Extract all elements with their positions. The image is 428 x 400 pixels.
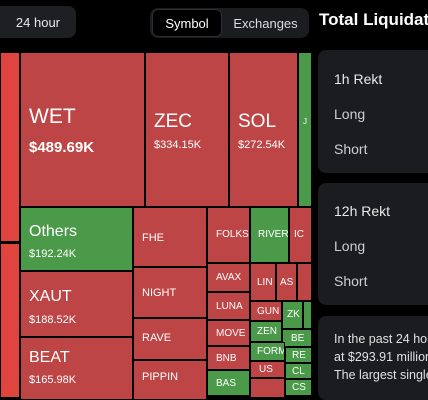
tile-symbol: FHE bbox=[142, 232, 164, 244]
time-range-label: 24 hour bbox=[15, 14, 60, 30]
tile-as[interactable]: AS bbox=[276, 263, 297, 301]
tile-cs[interactable]: CS bbox=[285, 379, 312, 396]
tile-unlabeled-left[interactable] bbox=[0, 52, 20, 242]
tile-folks[interactable]: FOLKS bbox=[207, 207, 250, 263]
tile-amount: $188.52K bbox=[29, 314, 77, 326]
tile-symbol: XAUT bbox=[29, 288, 72, 305]
tile-form[interactable]: FORM bbox=[250, 342, 285, 361]
tile-symbol: J bbox=[303, 117, 307, 126]
tile-symbol: SOL bbox=[238, 111, 277, 132]
tile-rave[interactable]: RAVE bbox=[133, 318, 207, 360]
tile-amount: $192.24K bbox=[29, 248, 77, 260]
tile-symbol: BEAT bbox=[29, 349, 70, 366]
tile-luna[interactable]: LUNA bbox=[207, 292, 250, 320]
tile-symbol: ZEN bbox=[257, 326, 277, 337]
tile-ic[interactable]: IC bbox=[289, 207, 312, 263]
tile-symbol: RE bbox=[292, 350, 306, 361]
tile-symbol: LUNA bbox=[216, 301, 243, 312]
tile-zec[interactable]: ZEC $334.15K bbox=[145, 52, 229, 207]
tile-symbol: ZEC bbox=[154, 111, 192, 132]
tile-symbol: FORM bbox=[257, 346, 285, 357]
tile-symbol: CL bbox=[292, 366, 305, 377]
summary-line-1: In the past 24 hou bbox=[334, 332, 428, 346]
tile-others[interactable]: Others $192.24K bbox=[20, 207, 133, 271]
tile-symbol: MOVE bbox=[216, 328, 246, 339]
tile-zen[interactable]: ZEN bbox=[250, 321, 282, 342]
tile-symbol: ZK bbox=[287, 309, 300, 320]
tile-amount: $334.15K bbox=[154, 139, 202, 151]
view-toggle: Symbol Exchanges bbox=[150, 8, 309, 38]
tile-symbol: AVAX bbox=[216, 272, 242, 283]
tile-symbol: PIPPIN bbox=[142, 371, 179, 383]
tile-symbol: CS bbox=[292, 382, 306, 393]
tile-symbol: NIGHT bbox=[142, 287, 177, 299]
row-short: Short bbox=[334, 273, 368, 289]
tile-amount: $272.54K bbox=[238, 139, 286, 151]
tile-beat[interactable]: BEAT $165.98K bbox=[20, 337, 133, 400]
summary-card: In the past 24 hou at $293.91 million Th… bbox=[318, 316, 428, 400]
tile-j[interactable]: J bbox=[298, 52, 312, 207]
summary-line-3: The largest single bbox=[334, 368, 428, 382]
tile-move[interactable]: MOVE bbox=[207, 320, 250, 346]
summary-line-2: at $293.91 million bbox=[334, 350, 428, 364]
tile-symbol: BAS bbox=[216, 378, 237, 389]
tab-symbol[interactable]: Symbol bbox=[152, 9, 222, 37]
tile-symbol: RIVER bbox=[258, 229, 289, 240]
tile-bas[interactable]: BAS bbox=[207, 370, 250, 396]
tile-re[interactable]: RE bbox=[285, 347, 312, 363]
time-range-selector[interactable]: 24 hour bbox=[0, 6, 76, 38]
card-title: 1h Rekt bbox=[334, 71, 383, 87]
tile-zk[interactable]: ZK bbox=[282, 301, 303, 329]
tile-symbol: AS bbox=[280, 277, 294, 288]
tile-symbol: BE bbox=[291, 333, 305, 344]
tile-symbol: BNB bbox=[216, 353, 237, 364]
tile-unlabeled-left-lower[interactable] bbox=[0, 243, 20, 398]
tile-symbol: FOLKS bbox=[216, 229, 249, 240]
card-1h-rekt: 1h Rekt Long Short bbox=[318, 50, 428, 173]
card-title: 12h Rekt bbox=[334, 203, 391, 219]
tile-amount: $165.98K bbox=[29, 374, 77, 386]
tile-unlabeled-bottom[interactable] bbox=[250, 378, 285, 398]
tile-symbol: LIN bbox=[257, 277, 273, 288]
tile-lin[interactable]: LIN bbox=[250, 263, 276, 301]
tile-symbol: RAVE bbox=[142, 332, 172, 344]
tile-amount: $489.69K bbox=[29, 139, 95, 156]
card-12h-rekt: 12h Rekt Long Short bbox=[318, 183, 428, 305]
panel-title: Total Liquidati bbox=[319, 10, 428, 29]
tile-symbol: IC bbox=[294, 229, 304, 240]
tab-exchanges[interactable]: Exchanges bbox=[233, 15, 298, 31]
tile-symbol: Others bbox=[29, 223, 78, 240]
tile-cl[interactable]: CL bbox=[285, 363, 312, 379]
tile-symbol: WET bbox=[29, 105, 76, 128]
tile-night[interactable]: NIGHT bbox=[133, 267, 207, 318]
tile-fhe[interactable]: FHE bbox=[133, 207, 207, 267]
row-long: Long bbox=[334, 238, 366, 254]
row-short: Short bbox=[334, 141, 368, 157]
tile-us[interactable]: US bbox=[250, 361, 285, 378]
tile-be[interactable]: BE bbox=[282, 329, 312, 347]
tile-unlabeled-small[interactable] bbox=[303, 301, 312, 329]
tile-unlabeled[interactable] bbox=[297, 263, 312, 301]
tile-symbol: GUN bbox=[257, 306, 280, 317]
tile-symbol: US bbox=[259, 364, 273, 375]
tile-xaut[interactable]: XAUT $188.52K bbox=[20, 271, 133, 337]
tile-pippin[interactable]: PIPPIN bbox=[133, 360, 207, 400]
tile-avax[interactable]: AVAX bbox=[207, 263, 250, 292]
tile-wet[interactable]: WET $489.69K bbox=[20, 52, 145, 207]
tile-sol[interactable]: SOL $272.54K bbox=[229, 52, 298, 207]
row-long: Long bbox=[334, 106, 366, 122]
tile-bnb[interactable]: BNB bbox=[207, 346, 250, 370]
tile-river[interactable]: RIVER bbox=[250, 207, 289, 263]
tile-gun[interactable]: GUN bbox=[250, 301, 282, 321]
